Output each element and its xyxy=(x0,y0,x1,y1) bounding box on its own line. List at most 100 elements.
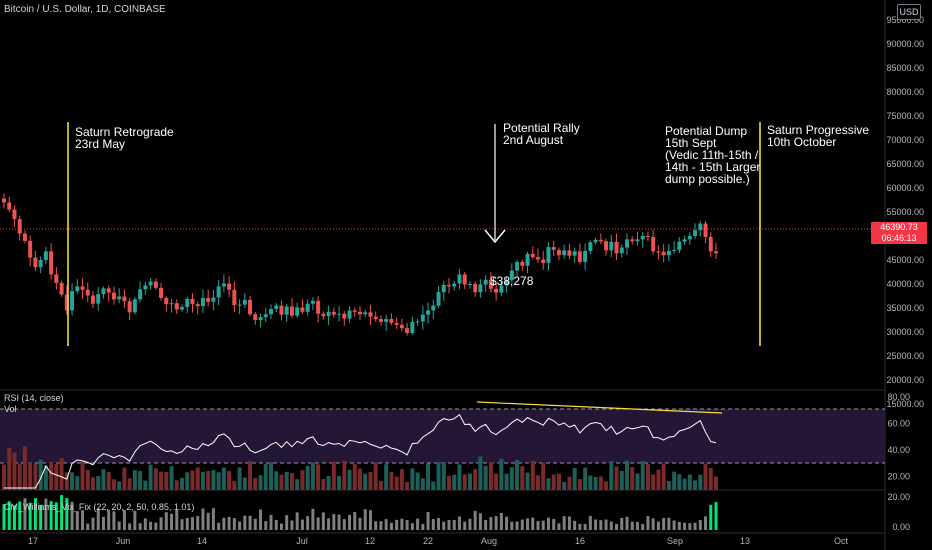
saturn-progressive-date: 10th October xyxy=(767,135,837,149)
rsi-band xyxy=(0,409,885,463)
candle-body xyxy=(457,274,462,284)
candle-body xyxy=(645,236,650,237)
volume-bar xyxy=(394,476,399,490)
vix-fix-bar xyxy=(635,522,639,530)
vix-fix-bar xyxy=(463,521,467,530)
vix-fix-bar xyxy=(101,516,105,530)
volume-bar xyxy=(483,465,488,490)
vix-fix-bar xyxy=(170,513,174,530)
potential-dump-note[interactable]: Potential Dump 15th Sept (Vedic 11th-15th … xyxy=(665,125,760,185)
candle-body xyxy=(33,257,38,268)
vix-fix-bar xyxy=(311,508,315,530)
candle-body xyxy=(54,274,59,284)
saturn-retrograde-note[interactable]: Saturn Retrograde 23rd May xyxy=(75,126,174,150)
volume-legend[interactable]: Vol xyxy=(4,404,17,414)
candle-body xyxy=(263,314,268,318)
volume-bar xyxy=(117,481,122,490)
volume-bar xyxy=(347,469,352,490)
candle-body xyxy=(405,328,410,333)
candle-body xyxy=(682,239,687,242)
price-tick-label: 40000.00 xyxy=(886,279,924,289)
divergence-trendline[interactable] xyxy=(476,401,723,414)
vix-fix-bar xyxy=(143,518,147,530)
candle-body xyxy=(556,249,561,256)
vix-fix-bar xyxy=(431,519,435,530)
candle-body xyxy=(703,223,708,237)
symbol-title[interactable]: Bitcoin / U.S. Dollar, 1D, COINBASE xyxy=(4,4,166,15)
vix-fix-bar xyxy=(201,508,205,530)
candle-body xyxy=(64,294,69,311)
candle-body xyxy=(520,261,525,266)
candle-body xyxy=(666,250,671,256)
candle-body xyxy=(106,288,111,293)
candle-body xyxy=(436,292,441,306)
candle-body xyxy=(693,230,698,236)
candle-body xyxy=(452,283,457,287)
vix-fix-bar xyxy=(23,498,27,530)
candle-body xyxy=(347,310,352,319)
candle-body xyxy=(190,298,195,305)
vix-fix-bar xyxy=(243,515,247,530)
rsi-axis[interactable]: 80.00 60.00 40.00 20.00 xyxy=(887,392,910,482)
volume-bar xyxy=(452,474,457,490)
candle-body xyxy=(28,240,33,258)
candle-body xyxy=(117,296,122,300)
price-axis[interactable]: 95000.00 90000.00 85000.00 80000.00 75000.00… xyxy=(886,15,924,409)
candle-body xyxy=(200,297,205,307)
vix-fix-bar xyxy=(332,514,336,530)
potential-dump-title: Potential Dump xyxy=(665,124,748,138)
volume-bar xyxy=(410,468,415,490)
volume-bar xyxy=(588,475,593,490)
vix-fix-bar xyxy=(704,516,708,530)
vix-fix-bar xyxy=(437,518,441,530)
volume-bar xyxy=(289,473,294,490)
volume-bar xyxy=(316,464,321,490)
rsi-legend[interactable]: RSI (14, close) xyxy=(4,393,64,403)
volume-bar xyxy=(33,463,38,490)
price-tick-label: 35000.00 xyxy=(886,303,924,313)
vix-fix-bar xyxy=(253,518,257,530)
candle-body xyxy=(431,305,436,311)
vix-fix-bar xyxy=(546,517,550,530)
volume-bar xyxy=(91,477,95,490)
price-low-note[interactable]: $38,278 xyxy=(490,274,534,288)
vix-tick-label: 0.00 xyxy=(892,522,910,532)
volume-bar xyxy=(536,475,540,490)
volume-bar xyxy=(101,469,106,490)
volume-bar xyxy=(672,471,677,490)
volume-bar xyxy=(593,477,598,490)
price-tick-label: 65000.00 xyxy=(886,159,924,169)
saturn-progressive-note[interactable]: Saturn Progressive 10th October xyxy=(767,124,869,148)
volume-bar xyxy=(206,471,211,490)
volume-bar xyxy=(656,469,661,490)
potential-rally-note[interactable]: Potential Rally 2nd August xyxy=(503,122,580,146)
potential-rally-title: Potential Rally xyxy=(503,121,580,135)
candle-body xyxy=(38,260,43,268)
vix-fix-bar xyxy=(175,509,179,530)
vix-fix-legend[interactable]: CM_Williams_Vix_Fix (22, 20, 2, 50, 0.85… xyxy=(4,502,195,512)
potential-dump-date: 15th Sept xyxy=(665,136,717,150)
volume-bar xyxy=(269,462,273,490)
vix-fix-bar xyxy=(337,514,341,530)
volume-bar xyxy=(185,472,190,490)
time-tick-label: Sep xyxy=(667,536,683,546)
volume-bar xyxy=(138,471,143,490)
vix-fix-bar xyxy=(526,518,530,530)
candle-body xyxy=(337,313,342,315)
candle-body xyxy=(604,241,609,251)
vix-axis[interactable]: 20.00 0.00 xyxy=(887,492,910,532)
volume-bar xyxy=(530,460,535,490)
candle-body xyxy=(132,299,137,313)
candle-body xyxy=(127,301,132,313)
potential-rally-date: 2nd August xyxy=(503,133,564,147)
rsi-tick-label: 80.00 xyxy=(887,392,910,402)
vix-fix-bar xyxy=(54,502,58,530)
time-axis[interactable]: 17 Jun 14 Jul 12 22 Aug 16 Sep 13 Oct xyxy=(28,536,849,546)
candle-body xyxy=(279,305,284,315)
saturn-retrograde-date: 23rd May xyxy=(75,137,126,151)
vix-fix-bar xyxy=(107,510,111,530)
candle-body xyxy=(221,283,226,287)
candle-body xyxy=(651,236,656,252)
currency-button[interactable]: USD xyxy=(897,4,921,20)
